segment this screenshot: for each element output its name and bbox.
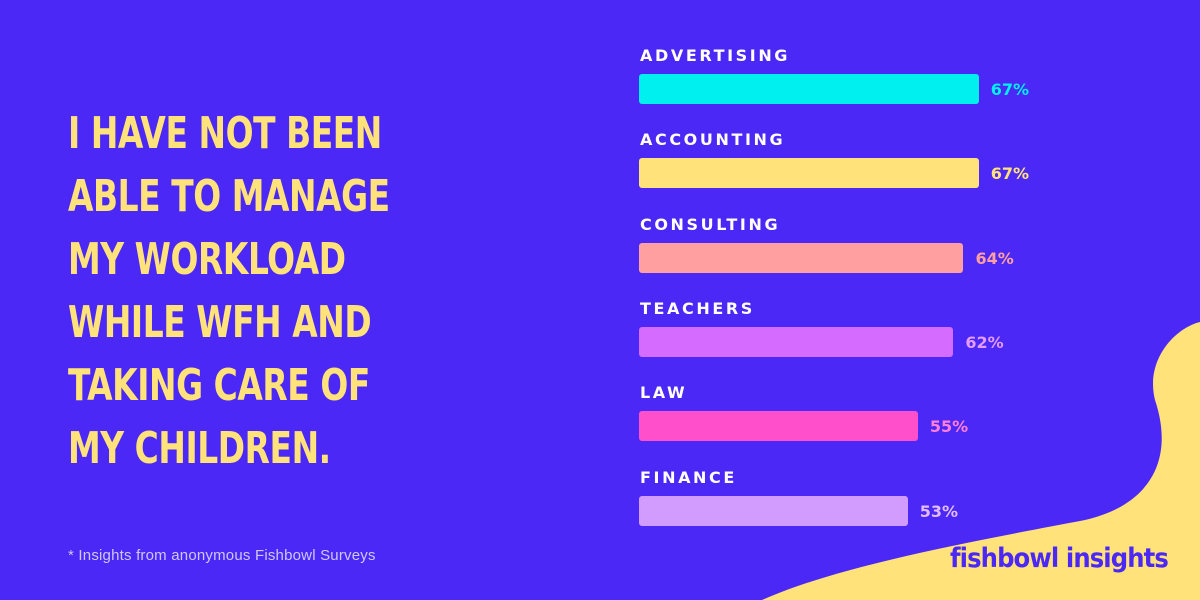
value-label: 53% [919,501,958,521]
category-label: CONSULTING [640,214,781,234]
bar [639,242,964,273]
category-label: FINANCE [640,467,737,487]
bar [639,495,908,526]
headline-line: ABLE TO MANAGE [68,171,390,222]
headline-line: WHILE WFH AND [68,297,372,348]
value-label: 67% [990,80,1029,99]
category-label: TEACHERS [640,298,755,318]
bar [639,158,979,189]
headline-line: TAKING CARE OF [68,360,370,411]
category-label: ACCOUNTING [640,130,786,150]
brand-logo: fishbowl insights [950,543,1169,574]
bar [639,326,954,357]
category-label: ADVERTISING [640,46,791,65]
value-label: 55% [929,417,969,437]
headline-line: I HAVE NOT BEEN [68,108,382,159]
headline: I HAVE NOT BEEN ABLE TO MANAGE MY WORKLOAD… [68,102,458,480]
bar [639,411,918,442]
value-label: 62% [965,332,1004,352]
value-label: 67% [990,164,1029,184]
value-label: 64% [975,248,1014,268]
footnote: * Insights from anonymous Fishbowl Surve… [68,547,376,564]
headline-line: MY WORKLOAD [68,234,346,285]
category-label: LAW [640,383,688,403]
bar [639,74,979,104]
headline-line: MY CHILDREN. [68,423,331,474]
